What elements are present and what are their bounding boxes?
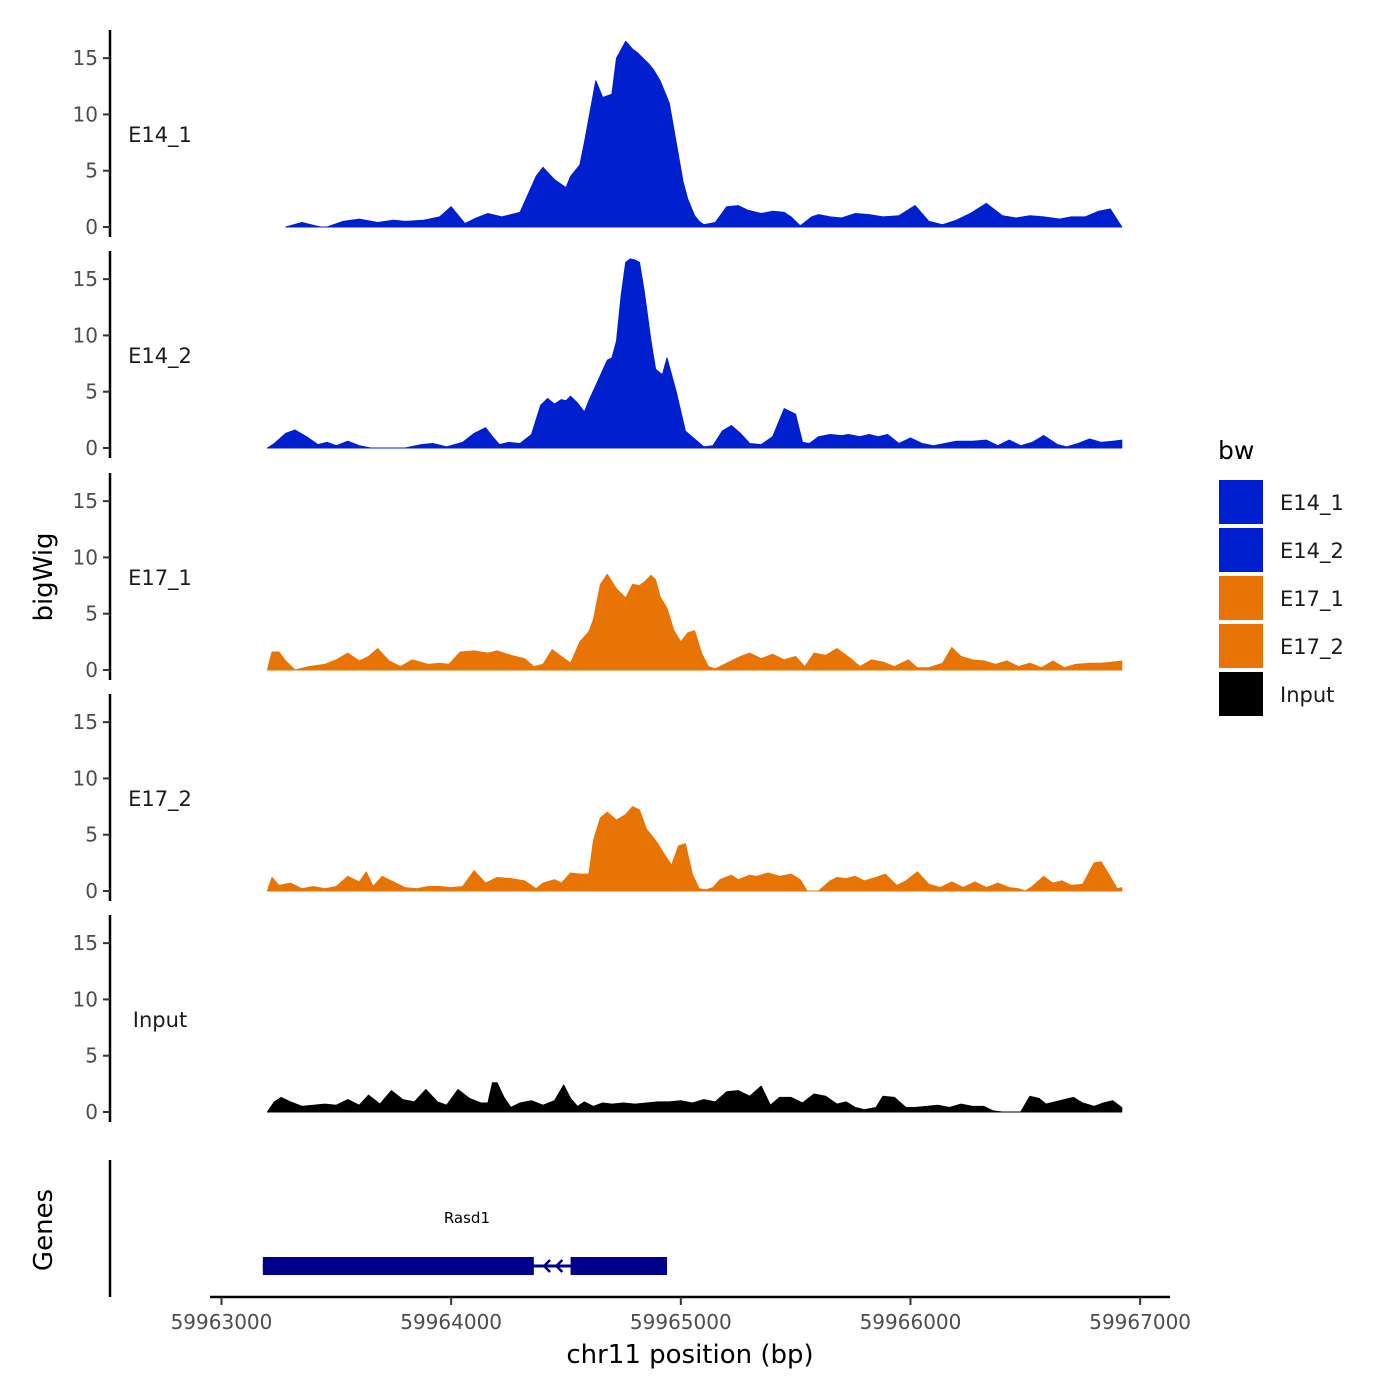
signal-area [266,258,1123,449]
y-tick-label: 15 [73,46,98,70]
y-tick-label: 10 [73,102,98,126]
track-panel-e17-2: 0 5 10 15 E17_2 [73,694,1123,903]
gene-exon [570,1257,668,1275]
y-tick-label: 10 [73,766,98,790]
legend-key [1219,480,1263,524]
track-label: E17_2 [128,787,192,812]
track-panel-e14-1: 0 5 10 15 E14_1 [73,30,1123,239]
legend-label: E14_1 [1280,491,1344,516]
track-panel-input: 0 5 10 15 Input [73,915,1123,1124]
track-label: E14_1 [128,123,192,148]
x-tick-label: 59966000 [860,1310,962,1334]
legend-label: E17_1 [1280,587,1344,612]
gene-exon [262,1257,534,1275]
y-tick-label: 0 [85,1100,98,1124]
legend-key [1219,576,1263,620]
signal-area [285,40,1123,228]
x-tick-label: 59967000 [1089,1310,1191,1334]
legend: bw E14_1 E14_2 E17_1 E17_2 Input [1218,436,1344,716]
genes-panel: Genes Rasd1 [29,1160,668,1297]
x-axis: 59963000 59964000 59965000 59966000 59967000 [171,1295,1191,1334]
y-tick-label: 15 [73,267,98,291]
genes-panel-title: Genes [29,1189,59,1271]
legend-label: Input [1280,683,1334,707]
gene-model-rasd1: Rasd1 [262,1209,668,1275]
y-tick-label: 10 [73,987,98,1011]
track-panel-e17-1: 0 5 10 15 E17_1 [73,473,1123,682]
signal-area [266,1082,1123,1113]
y-tick-label: 10 [73,323,98,347]
track-panel-e14-2: 0 5 10 15 E14_2 [73,251,1123,460]
x-tick-label: 59964000 [400,1310,502,1334]
x-tick-label: 59963000 [171,1310,273,1334]
legend-key [1219,624,1263,668]
legend-title: bw [1218,436,1254,465]
y-tick-label: 15 [73,710,98,734]
legend-key [1219,672,1263,716]
signal-area [266,806,1123,892]
strand-arrow [542,1259,551,1273]
track-label: E17_1 [128,566,192,591]
y-tick-label: 5 [85,823,98,847]
y-tick-label: 10 [73,545,98,569]
y-tick-label: 0 [85,879,98,903]
y-tick-label: 0 [85,658,98,682]
track-label: E14_2 [128,344,192,369]
y-tick-label: 5 [85,1044,98,1068]
legend-key [1219,528,1263,572]
y-tick-label: 5 [85,602,98,626]
y-axis-title: bigWig [29,532,59,621]
y-tick-label: 5 [85,380,98,404]
track-label: Input [133,1008,187,1032]
y-tick-label: 0 [85,436,98,460]
y-tick-label: 15 [73,489,98,513]
signal-area [266,573,1123,671]
y-tick-label: 15 [73,931,98,955]
y-tick-label: 5 [85,159,98,183]
legend-label: E17_2 [1280,635,1344,660]
strand-arrow [554,1259,564,1273]
track-panels: 0 5 10 15 E14_1 0 5 10 15 E14_2 0 5 10 15 E17_1 0 5 10 15 E… [73,30,1123,1124]
x-tick-label: 59965000 [630,1310,732,1334]
gene-name-label: Rasd1 [444,1209,490,1227]
legend-label: E14_2 [1280,539,1344,564]
x-axis-title: chr11 position (bp) [566,1340,813,1370]
y-tick-label: 0 [85,215,98,239]
